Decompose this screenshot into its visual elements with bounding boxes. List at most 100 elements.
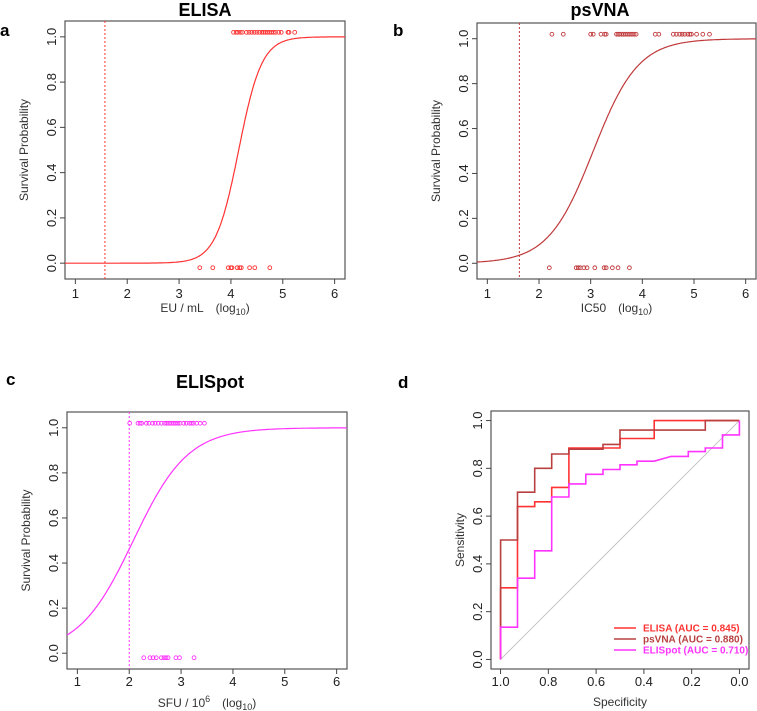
nonsurvivor-point [610,265,615,271]
survivor-point [259,29,265,35]
survivor-point [143,420,149,426]
survivor-point [202,420,207,426]
nonsurvivor-point [546,265,552,271]
x-tick-label: 6 [742,286,749,301]
survivor-point [254,29,260,35]
roc-curve-0 [499,419,740,660]
survivor-point [560,31,566,37]
x-tick-label: 0.0 [730,674,748,689]
y-tick-label: 0.0 [44,254,59,272]
survivor-point [152,420,158,426]
y-tick-label: 0.4 [456,164,471,182]
y-tick-label: 0.0 [46,644,61,662]
x-axis-label: Specificity [593,695,647,709]
y-tick-label: 0.2 [46,599,61,617]
survivor-point [164,420,169,426]
survivor-point [292,29,298,35]
survivor-point [246,29,252,35]
nonsurvivor-point [601,265,607,271]
survivor-point [127,420,133,426]
nonsurvivor-point [159,655,164,661]
nonsurvivor-point [191,655,197,661]
y-tick-label: 0.0 [456,254,471,272]
survivor-point [707,31,712,37]
survivor-point [602,31,607,37]
panel-label: a [0,21,10,40]
plot-frame [66,411,348,670]
nonsurvivor-point [267,265,273,271]
y-tick-label: 0.4 [470,555,485,573]
plot-frame [64,20,346,280]
nonsurvivor-point [150,655,156,661]
legend-entry: ELISA (AUC = 0.845) [643,624,740,635]
survivor-point [588,31,594,37]
roc-curve-2 [499,420,741,660]
nonsurvivor-point [238,265,244,271]
y-tick-label: 0.4 [46,554,61,572]
chart-title: psVNA [570,0,629,20]
plot-frame [490,410,750,670]
nonsurvivor-point [229,265,235,271]
y-tick-label: 0.8 [46,464,61,482]
x-tick-label: 2 [124,286,131,301]
y-tick-label: 0.6 [44,118,59,136]
y-tick-label: 0.8 [456,75,471,93]
nonsurvivor-point [252,265,258,271]
survivor-point [273,29,278,35]
panel-label: c [6,370,15,389]
legend-entry: ELISpot (AUC = 0.710) [643,646,748,657]
x-axis-label: IC50 (log10) [581,301,652,317]
x-tick-label: 3 [175,286,182,301]
y-axis-label: Sensitivity [453,513,467,567]
y-axis-label: Survival Probability [19,489,33,591]
y-tick-label: 1.0 [46,419,61,437]
x-tick-label: 6 [333,674,340,689]
survivor-point [689,31,694,37]
panel-b: b psVNA 1 2 3 4 5 6 0.0 0.2 0.4 0.6 0.8 1.0 Survival P… [393,0,757,317]
y-tick-label: 1.0 [456,30,471,48]
survivor-point [670,31,676,37]
survivor-point [677,31,682,37]
survivor-point [159,420,164,426]
reference-diagonal [500,420,740,660]
survivor-point [237,29,243,35]
logistic-curve [477,38,756,263]
x-tick-label: 5 [690,286,697,301]
survivor-point [674,31,679,37]
x-tick-label: 3 [587,286,594,301]
y-tick-label: 0.2 [470,603,485,621]
x-tick-label: 1.0 [492,674,510,689]
survivor-point [271,29,276,35]
survivor-point [137,420,143,426]
panel-c: c ELISpot 1 2 3 4 5 6 0.0 0.2 0.4 0.6 0.8 1.0 Survival… [6,370,348,711]
nonsurvivor-point [210,265,216,271]
nonsurvivor-point [581,265,587,271]
nonsurvivor-point [575,265,581,271]
x-tick-label: 1 [72,286,79,301]
survivor-point [183,420,189,426]
y-tick-label: 0.0 [470,650,485,668]
y-tick-label: 0.6 [456,120,471,138]
legend-entry: psVNA (AUC = 0.880) [643,635,743,646]
survivor-point [155,420,161,426]
chart-title: ELISpot [176,372,244,392]
survivor-point [244,29,249,35]
y-tick-label: 0.2 [456,209,471,227]
x-tick-label: 0.4 [635,674,653,689]
y-tick-label: 0.6 [470,507,485,525]
y-axis-label: Survival Probability [17,99,31,201]
y-tick-label: 0.4 [44,164,59,182]
y-tick-label: 0.8 [44,73,59,91]
survivor-point [251,29,257,35]
nonsurvivor-point [165,655,171,661]
x-tick-label: 3 [177,674,184,689]
nonsurvivor-point [153,655,159,661]
roc-curve-1 [499,419,740,660]
panel-label: b [393,21,403,40]
x-tick-label: 4 [229,674,236,689]
logistic-curve [65,36,345,264]
survivor-point [549,31,555,37]
survivor-point [694,31,699,37]
nonsurvivor-point [141,655,147,661]
survivor-point [249,29,255,35]
